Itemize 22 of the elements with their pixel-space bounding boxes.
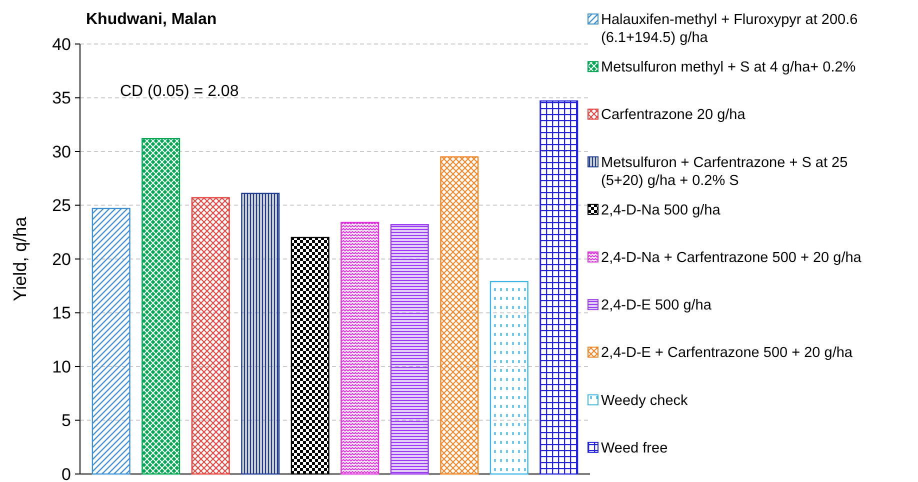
legend-label: Metsulfuron methyl + S at 4 g/ha+ 0.2% [601,60,856,76]
y-tick-label: 35 [52,88,71,108]
y-tick-label: 15 [52,304,71,323]
annotation: CD (0.05) = 2.08 [120,83,239,100]
y-tick-label: 25 [52,196,71,216]
legend-label: Weed free [601,440,668,456]
y-tick-label: 10 [52,357,71,376]
y-axis-title: Yield, q/ha [10,216,30,302]
y-tick-label: 0 [62,464,71,482]
legend-label: Carfentrazone 20 g/ha [601,107,746,124]
legend-label: 2,4-D-Na 500 g/ha [601,202,722,218]
y-tick-label: 20 [52,250,71,269]
legend-label: 2,4-D-Na + Carfentrazone 500 + 20 g/ha [601,250,862,266]
legend-label: Weedy check [601,392,689,409]
y-tick-label: 30 [52,142,71,162]
legend-label: 2,4-D-E 500 g/ha [601,298,712,314]
legend-label: Halauxifen-methyl + Fluroxypyr at 200.6 (6.1+194.5) g/ha [601,12,858,46]
y-tick-label: 40 [52,34,71,54]
y-tick-label: 5 [62,411,71,430]
legend-label: 2,4-D-E + Carfentrazone 500 + 20 g/ha [601,345,854,362]
chart-title: Khudwani, Malan [86,11,217,28]
legend-label: Metsulfuron + Carfentrazone + S at 25 (5+20) g/ha + 0.2% S [601,154,848,189]
